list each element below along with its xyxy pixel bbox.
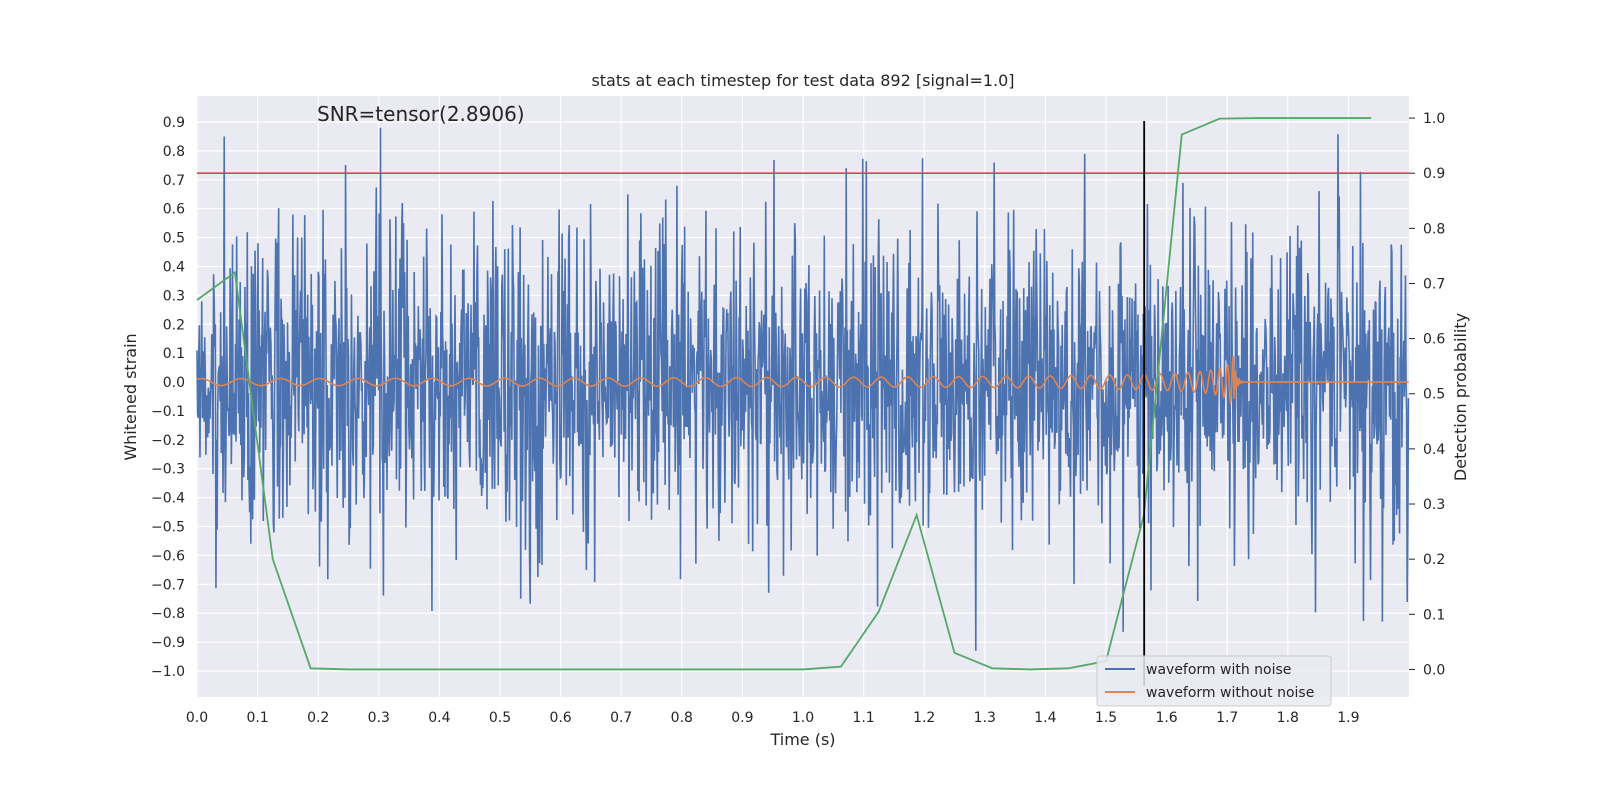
data-layer: [196, 117, 1410, 686]
x-tick-label: 0.4: [428, 710, 450, 726]
clean-waveform-line: [196, 355, 1409, 406]
y-tick-label: −0.2: [151, 433, 185, 449]
y2-tick-label: 1.0: [1423, 111, 1445, 127]
x-tick-label: 1.8: [1277, 710, 1299, 726]
x-tick-label: 0.1: [246, 710, 268, 726]
legend: waveform with noise waveform without noi…: [1096, 655, 1332, 707]
detection-probability-line: [196, 117, 1372, 671]
x-tick-label: 1.9: [1337, 710, 1359, 726]
y-axis-label: Whitened strain: [121, 333, 140, 460]
y-tick-label: −0.8: [151, 606, 185, 622]
x-tick-label: 1.1: [852, 710, 874, 726]
legend-box: [1096, 655, 1332, 707]
y-tick-label: 0.3: [163, 288, 185, 304]
y2-axis-label: Detection probability: [1451, 313, 1470, 481]
y-tick-label: 0.6: [163, 202, 185, 218]
y-tick-label: 0.7: [163, 173, 185, 189]
y-tick-label: −0.1: [151, 404, 185, 420]
axes: 0.0 0.1 0.2 0.3 0.4 0.5 0.6 0.7 0.8 0.9 1.0 1.1 1.2 1…: [151, 111, 1445, 726]
x-tick-label: 0.9: [731, 710, 753, 726]
x-tick-label: 1.2: [913, 710, 935, 726]
x-tick-label: 0.0: [186, 710, 208, 726]
x-tick-label: 1.5: [1095, 710, 1117, 726]
x-tick-label: 0.3: [368, 710, 390, 726]
y2-tick-label: 0.1: [1423, 607, 1445, 623]
y-tick-label: 0.2: [163, 317, 185, 333]
y-tick-label: −0.9: [151, 635, 185, 651]
y-tick-label: 0.4: [163, 259, 185, 275]
y-tick-label: 0.1: [163, 346, 185, 362]
y2-tick-label: 0.9: [1423, 166, 1445, 182]
x-tick-label: 0.2: [307, 710, 329, 726]
y-tick-label: −0.7: [151, 577, 185, 593]
x-tick-label: 1.0: [792, 710, 814, 726]
x-tick-label: 1.3: [974, 710, 996, 726]
legend-clean-label: waveform without noise: [1146, 685, 1314, 701]
y-tick-label: 0.9: [163, 115, 185, 131]
chart-title: stats at each timestep for test data 892…: [591, 71, 1014, 90]
y2-tick-label: 0.0: [1423, 662, 1445, 678]
y2-tick-label: 0.7: [1423, 276, 1445, 292]
y2-tick-label: 0.5: [1423, 387, 1445, 403]
x-axis-label: Time (s): [769, 730, 835, 749]
x-tick-label: 0.8: [671, 710, 693, 726]
x-tick-label: 1.6: [1155, 710, 1177, 726]
y-tick-label: 0.0: [163, 375, 185, 391]
legend-noise-label: waveform with noise: [1146, 662, 1291, 678]
y-tick-label: −0.3: [151, 462, 185, 478]
y2-tick-label: 0.3: [1423, 497, 1445, 513]
x-tick-label: 0.5: [489, 710, 511, 726]
x-tick-label: 1.7: [1216, 710, 1238, 726]
y2-tick-label: 0.4: [1423, 442, 1445, 458]
y-tick-label: −1.0: [151, 664, 185, 680]
y-tick-label: −0.5: [151, 520, 185, 536]
y-tick-label: 0.5: [163, 231, 185, 247]
y-tick-label: −0.4: [151, 491, 185, 507]
y2-tick-label: 0.8: [1423, 221, 1445, 237]
x-tick-label: 0.7: [610, 710, 632, 726]
snr-annotation: SNR=tensor(2.8906): [317, 102, 525, 126]
y-tick-label: −0.6: [151, 548, 185, 564]
y-tick-label: 0.8: [163, 144, 185, 160]
x-tick-label: 1.4: [1034, 710, 1056, 726]
y2-tick-label: 0.2: [1423, 552, 1445, 568]
y2-tick-label: 0.6: [1423, 332, 1445, 348]
noisy-waveform-line: [196, 127, 1410, 651]
x-tick-label: 0.6: [549, 710, 571, 726]
